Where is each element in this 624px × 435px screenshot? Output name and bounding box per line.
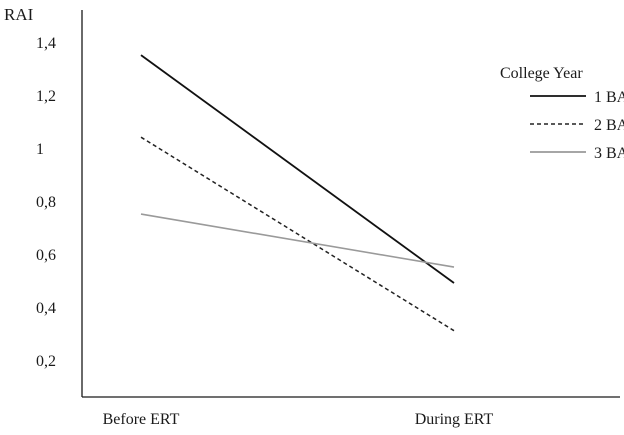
legend-label: 2 BA (594, 117, 624, 134)
y-tick-label: 0,6 (36, 247, 56, 264)
x-category-label: Before ERT (103, 411, 180, 428)
y-tick-label: 0,4 (36, 300, 56, 317)
x-category-label: During ERT (415, 411, 494, 428)
y-axis-label: RAI (4, 5, 34, 24)
legend-label: 1 BA (594, 89, 624, 106)
y-tick-label: 0,8 (36, 194, 56, 211)
series-line-1-ba (140, 54, 455, 284)
x-category-labels: Before ERT During ERT (103, 411, 494, 428)
y-tick-labels: 1,4 1,2 1 0,8 0,6 0,4 0,2 (36, 35, 56, 370)
y-tick-label: 1 (36, 141, 44, 158)
series-lines (140, 54, 455, 332)
legend: College Year 1 BA 2 BA 3 BA (500, 65, 624, 162)
y-tick-label: 0,2 (36, 353, 56, 370)
y-tick-label: 1,4 (36, 35, 56, 52)
legend-label: 3 BA (594, 145, 624, 162)
series-line-3-ba (140, 213, 455, 268)
legend-title: College Year (500, 65, 583, 82)
series-line-2-ba (140, 136, 455, 332)
y-tick-label: 1,2 (36, 88, 56, 105)
